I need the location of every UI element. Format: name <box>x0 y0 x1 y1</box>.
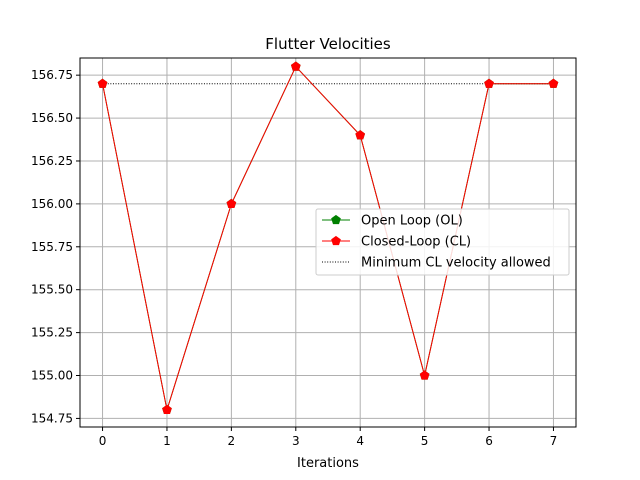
series-closed-loop-cl <box>97 61 559 414</box>
grid <box>80 58 576 427</box>
y-tick-label: 156.00 <box>31 197 73 211</box>
series-line <box>102 65 554 410</box>
x-tick-label: 5 <box>421 434 429 448</box>
y-tick-label: 155.25 <box>31 326 73 340</box>
legend-marker <box>331 235 341 246</box>
x-axis-label: Iterations <box>297 456 359 471</box>
x-tick-label: 3 <box>292 434 300 448</box>
data-point <box>226 198 237 209</box>
data-point <box>355 130 366 140</box>
series-layer <box>97 61 559 414</box>
chart-title: Flutter Velocities <box>265 35 391 53</box>
legend-marker <box>331 214 341 225</box>
legend-item: Closed-Loop (CL) <box>322 235 471 250</box>
legend-label: Closed-Loop (CL) <box>361 235 471 250</box>
data-point <box>548 78 559 88</box>
data-point <box>484 78 494 88</box>
data-point <box>419 370 430 380</box>
legend-box <box>315 208 570 276</box>
y-tick-label: 154.75 <box>31 411 73 425</box>
x-tick-label: 1 <box>163 434 171 448</box>
x-tick-label: 2 <box>228 434 236 448</box>
y-tick-label: 156.75 <box>31 68 73 82</box>
ticks: 0 1 2 3 4 5 6 7 154.75 155.00 155.25 155.50 155.75 15… <box>31 68 557 448</box>
y-tick-label: 155.00 <box>31 369 73 383</box>
data-point <box>290 61 301 71</box>
legend-label: Minimum CL velocity allowed <box>361 256 551 271</box>
legend: Open Loop (OL) Closed-Loop (CL) Minimum CL… <box>315 208 570 276</box>
legend-item: Minimum CL velocity allowed <box>322 256 551 271</box>
y-tick-label: 156.25 <box>31 154 73 168</box>
legend-label: Open Loop (OL) <box>361 214 463 229</box>
y-tick-label: 156.50 <box>31 111 73 125</box>
x-tick-label: 6 <box>485 434 493 448</box>
x-tick-label: 0 <box>99 434 107 448</box>
data-point <box>162 404 172 414</box>
axes-frame <box>79 57 577 428</box>
y-tick-label: 155.75 <box>31 240 73 254</box>
data-point <box>97 78 108 88</box>
x-tick-label: 4 <box>356 434 364 448</box>
y-tick-label: 155.50 <box>31 283 73 297</box>
x-tick-label: 7 <box>550 434 558 448</box>
legend-item: Open Loop (OL) <box>322 214 463 229</box>
